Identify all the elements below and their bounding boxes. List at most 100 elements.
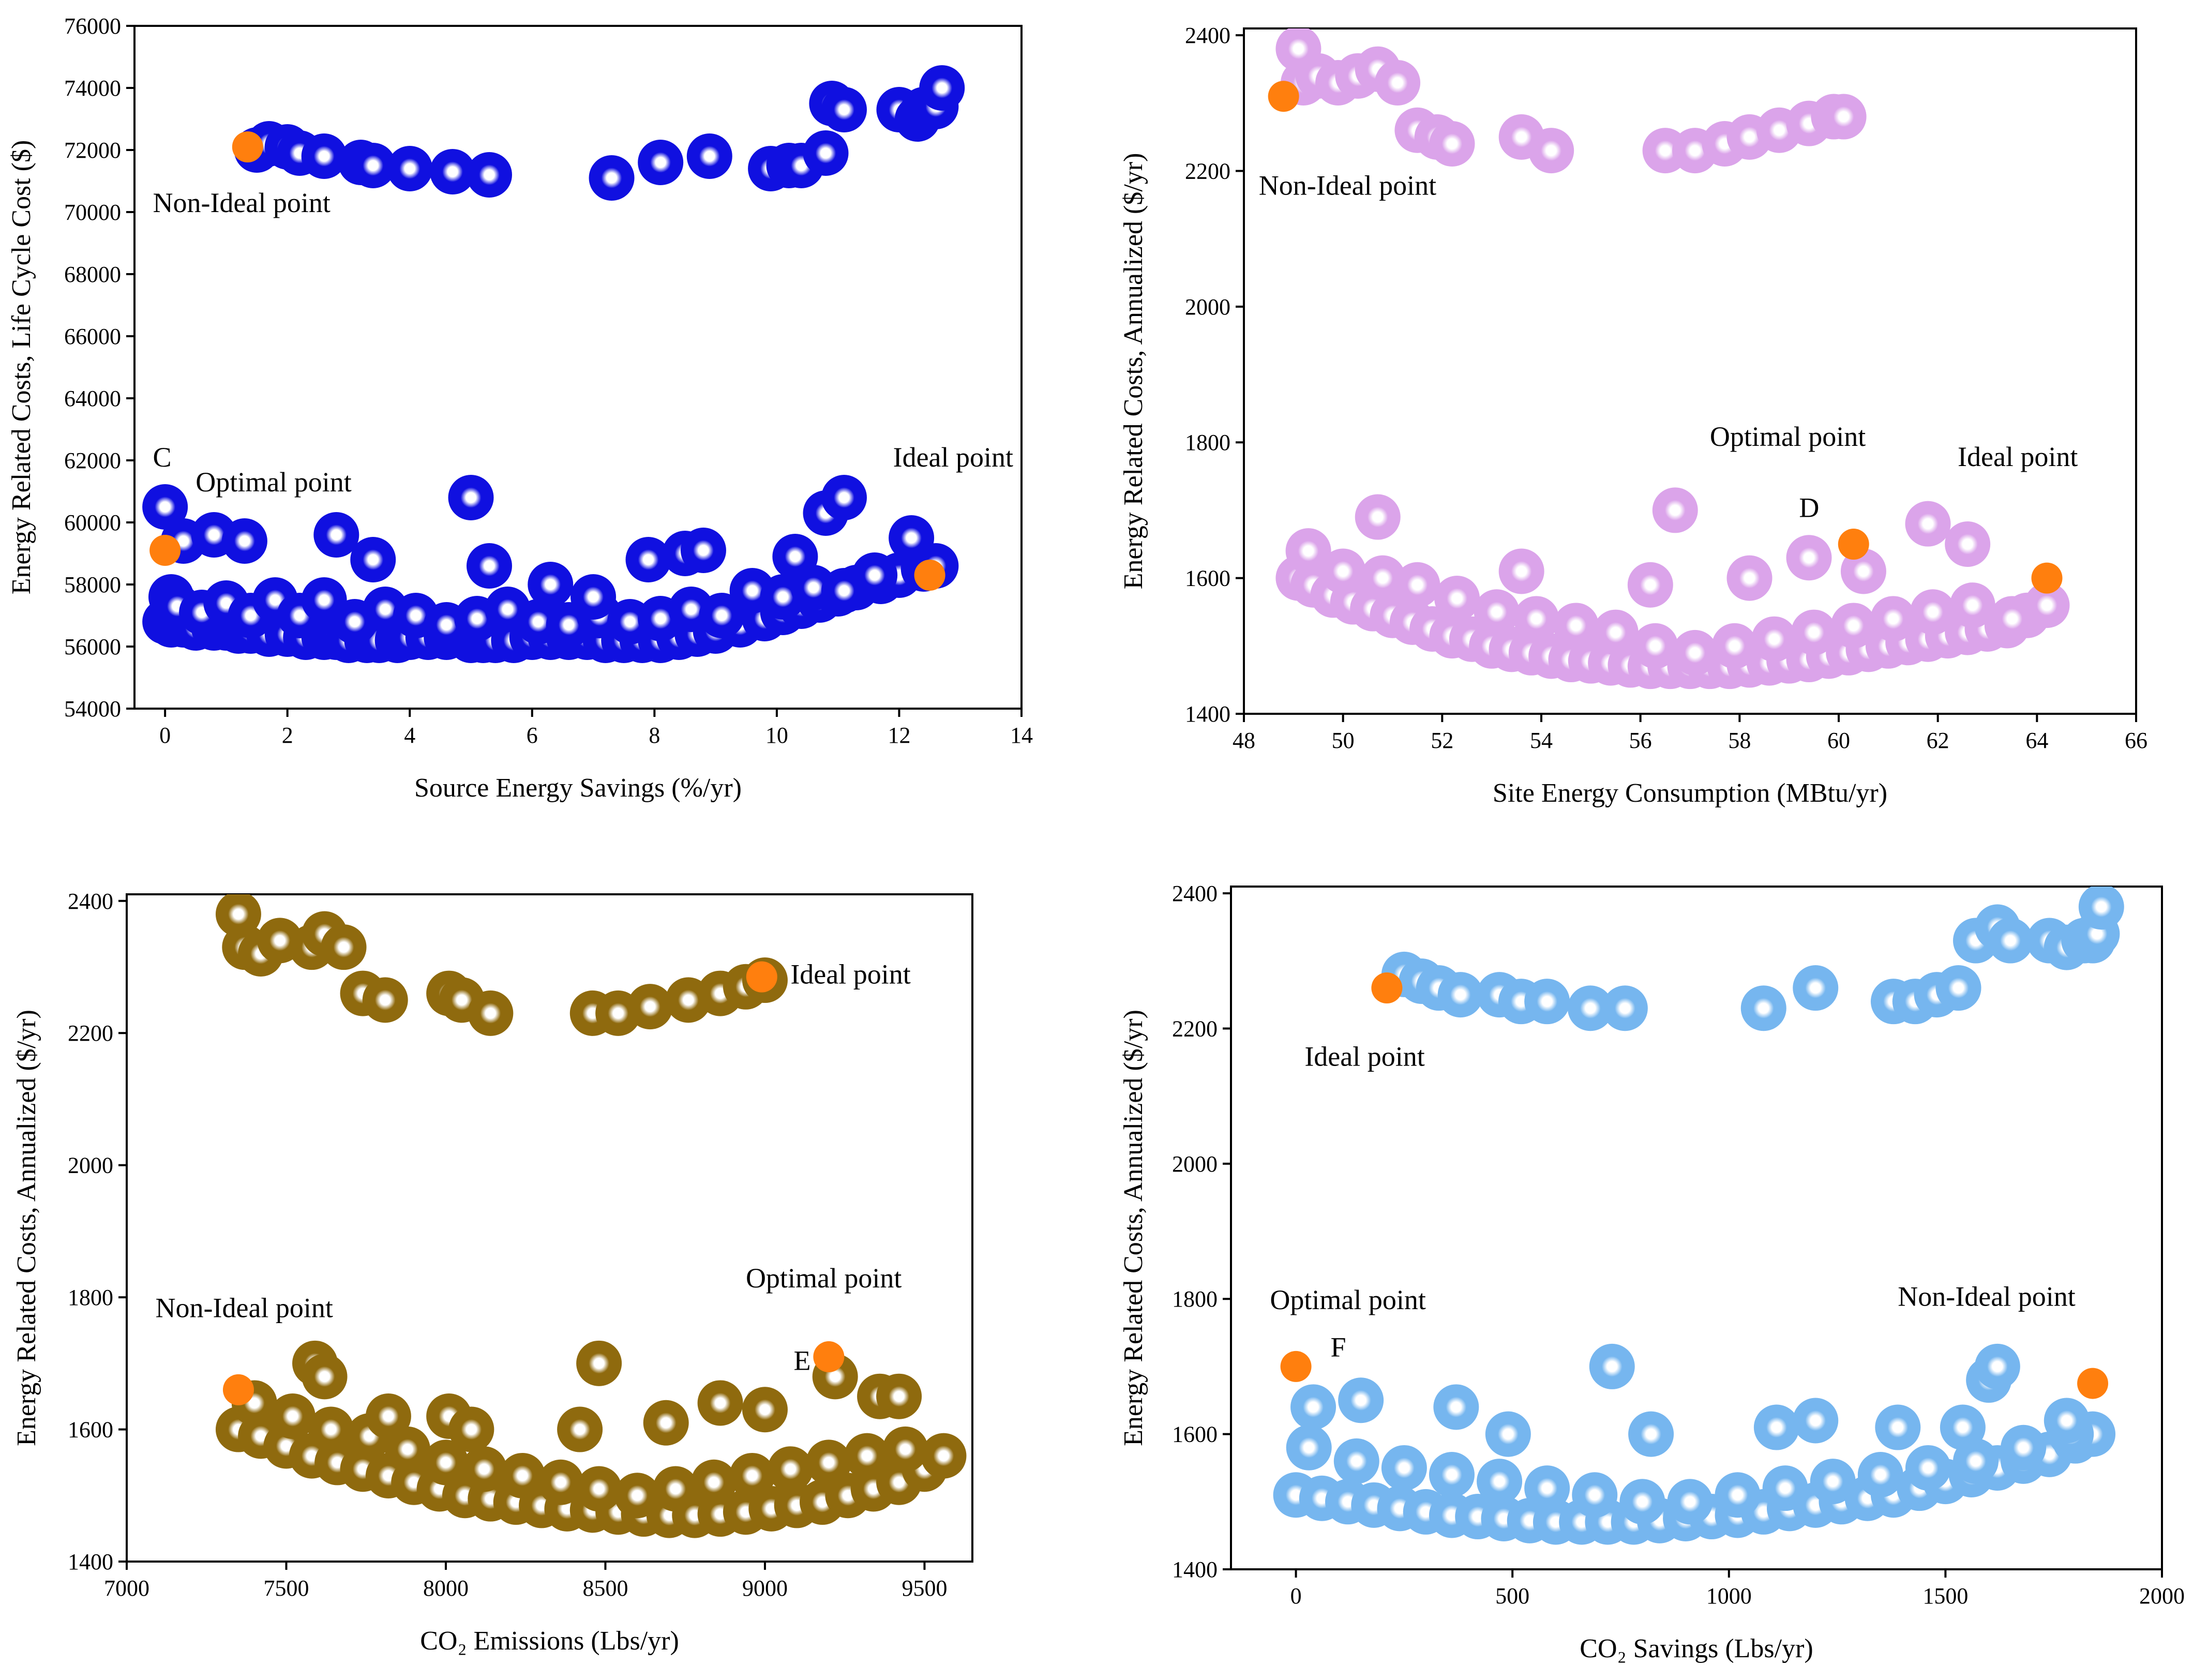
chart-2: 48 50 52 54 56 58 60 62 64 66 1400 1600 1800 2000 2200… bbox=[1119, 23, 2147, 808]
highlight-point bbox=[746, 961, 777, 993]
plot-frame bbox=[126, 893, 973, 1563]
scatter-points bbox=[1273, 887, 2124, 1545]
highlight-point bbox=[1268, 81, 1299, 112]
data-point bbox=[1524, 979, 1570, 1025]
data-point bbox=[1360, 555, 1406, 601]
data-point bbox=[2078, 887, 2124, 930]
data-point bbox=[570, 574, 617, 620]
x-tick-label: 56 bbox=[1629, 728, 1652, 753]
data-point bbox=[1857, 1452, 1903, 1498]
data-point bbox=[1632, 623, 1678, 669]
data-point bbox=[1355, 494, 1401, 540]
data-point bbox=[1485, 1411, 1531, 1457]
x-tick-label: 4 bbox=[404, 723, 415, 748]
data-point bbox=[350, 537, 396, 582]
data-point bbox=[2044, 1398, 2090, 1444]
y-tick-label: 1800 bbox=[1185, 430, 1230, 455]
y-axis-title: Energy Related Costs, Annualized ($/yr) bbox=[1119, 153, 1148, 590]
data-point bbox=[686, 133, 732, 179]
x-tick-label: 0 bbox=[1290, 1583, 1302, 1609]
data-point bbox=[1791, 609, 1837, 655]
x-axis-title: Source Energy Savings (%/yr) bbox=[414, 773, 742, 803]
annotation-label: Optimal point bbox=[1710, 421, 1866, 452]
data-point bbox=[528, 562, 574, 607]
data-point bbox=[1905, 1445, 1951, 1491]
data-point bbox=[1793, 965, 1839, 1011]
x-tick-label: 2000 bbox=[2139, 1583, 2185, 1609]
panel-annualized-cost-vs-site-energy: 48 50 52 54 56 58 60 62 64 66 1400 1600 1800 2000 2200… bbox=[1107, 0, 2193, 840]
data-point bbox=[638, 140, 684, 185]
y-tick-label: 68000 bbox=[64, 262, 121, 287]
y-tick-label: 1400 bbox=[68, 1549, 113, 1574]
panel-life-cycle-cost-vs-source-savings: 0 2 4 6 8 10 12 14 54000 56000 58000 60000 62000 6400… bbox=[0, 0, 1091, 840]
data-point bbox=[1434, 575, 1480, 621]
data-point bbox=[1940, 1404, 1986, 1450]
annotation-label: Non-Ideal point bbox=[1259, 170, 1436, 201]
x-tick-label: 2 bbox=[282, 723, 293, 748]
x-tick-label: 0 bbox=[159, 723, 171, 748]
data-point bbox=[384, 1426, 430, 1472]
y-tick-label: 1600 bbox=[1172, 1422, 1218, 1447]
data-point bbox=[1786, 535, 1832, 581]
data-point bbox=[1375, 59, 1421, 106]
data-point bbox=[643, 1400, 689, 1446]
y-tick-label: 58000 bbox=[64, 572, 121, 597]
data-point bbox=[1875, 1404, 1921, 1450]
data-point bbox=[576, 1340, 622, 1386]
data-point bbox=[365, 1393, 411, 1439]
data-point bbox=[1429, 1452, 1475, 1498]
data-point bbox=[653, 1466, 699, 1512]
annotation-label: Non-Ideal point bbox=[153, 187, 330, 218]
data-point bbox=[589, 155, 635, 201]
data-point bbox=[1715, 1472, 1761, 1518]
data-point bbox=[1949, 582, 1995, 628]
data-point bbox=[1989, 596, 2035, 642]
annotation-label: Non-Ideal point bbox=[1898, 1281, 2075, 1312]
y-tick-label: 2200 bbox=[1172, 1016, 1218, 1041]
annotation-label: E bbox=[793, 1345, 810, 1376]
data-point bbox=[680, 528, 726, 573]
highlight-point bbox=[2077, 1368, 2109, 1399]
data-point bbox=[350, 143, 396, 188]
annotation-label: Non-Ideal point bbox=[156, 1292, 333, 1323]
data-point bbox=[876, 1373, 922, 1419]
data-point bbox=[729, 1452, 775, 1498]
scatter-points bbox=[215, 894, 967, 1538]
data-point bbox=[387, 146, 433, 191]
y-tick-label: 2200 bbox=[68, 1021, 113, 1046]
data-point bbox=[1602, 985, 1648, 1031]
x-tick-label: 64 bbox=[2025, 728, 2048, 753]
data-point bbox=[919, 65, 965, 111]
data-point bbox=[1935, 965, 1981, 1011]
data-point bbox=[461, 1446, 507, 1492]
x-tick-label: 48 bbox=[1233, 728, 1255, 753]
data-point bbox=[1667, 1479, 1713, 1525]
data-point bbox=[768, 1446, 814, 1492]
y-tick-label: 2400 bbox=[1172, 881, 1218, 906]
y-tick-label: 1400 bbox=[1172, 1557, 1218, 1582]
data-point bbox=[852, 552, 898, 598]
data-point bbox=[557, 1406, 603, 1452]
data-point bbox=[1381, 1445, 1427, 1491]
data-point bbox=[321, 924, 367, 970]
y-tick-label: 1600 bbox=[1185, 566, 1230, 591]
plot-frame bbox=[133, 25, 1023, 710]
data-point bbox=[699, 593, 745, 638]
data-point bbox=[1726, 555, 1773, 601]
data-point bbox=[1433, 1384, 1479, 1430]
x-tick-label: 52 bbox=[1431, 728, 1453, 753]
data-point bbox=[1429, 121, 1475, 167]
data-point bbox=[821, 475, 867, 520]
annotation-label: Ideal point bbox=[893, 442, 1013, 473]
data-point bbox=[1821, 94, 1867, 140]
data-point bbox=[1477, 1459, 1523, 1505]
data-point bbox=[430, 149, 476, 194]
highlight-point bbox=[2031, 562, 2063, 594]
chart-4: 0 500 1000 1500 2000 1400 1600 1800 2000 2200 2400… bbox=[1119, 881, 2185, 1663]
data-point bbox=[1810, 1459, 1856, 1505]
data-point bbox=[1711, 623, 1758, 669]
annotation-label: Ideal point bbox=[1304, 1041, 1424, 1072]
annotation-label: Optimal point bbox=[196, 467, 351, 498]
data-point bbox=[614, 1473, 660, 1519]
y-axis-title: Energy Related Costs, Annualized ($/yr) bbox=[12, 1010, 41, 1446]
